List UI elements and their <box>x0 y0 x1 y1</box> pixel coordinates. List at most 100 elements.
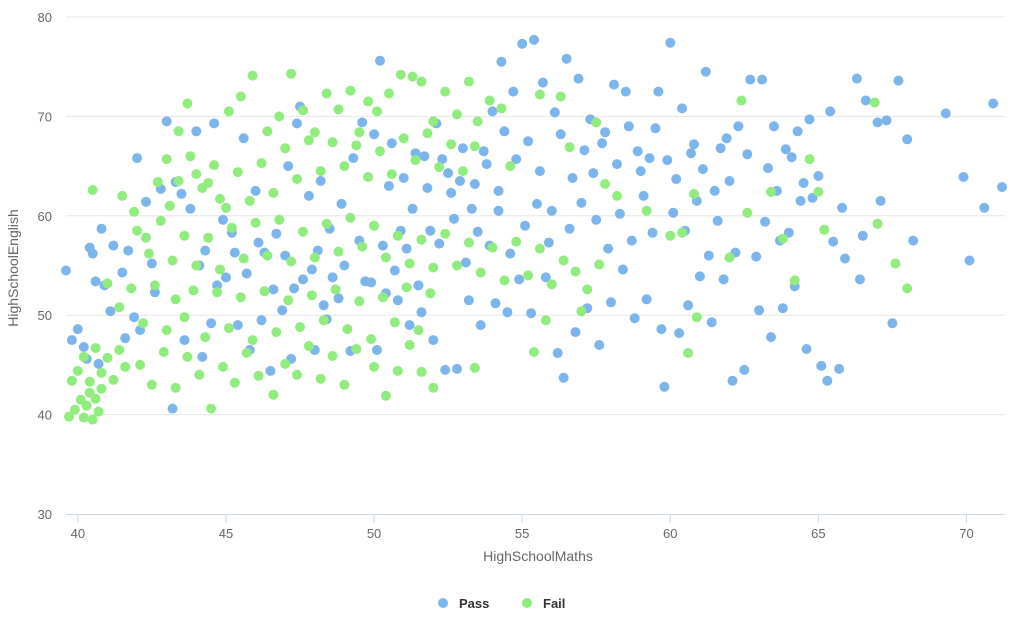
scatter-point[interactable] <box>416 76 427 87</box>
scatter-point[interactable] <box>647 227 658 238</box>
scatter-point[interactable] <box>463 76 474 87</box>
scatter-point[interactable] <box>223 106 234 117</box>
scatter-point[interactable] <box>721 133 732 144</box>
scatter-point[interactable] <box>440 228 451 239</box>
scatter-point[interactable] <box>283 295 294 306</box>
scatter-point[interactable] <box>152 177 163 187</box>
scatter-point[interactable] <box>727 375 738 386</box>
scatter-point[interactable] <box>389 265 400 276</box>
scatter-point[interactable] <box>375 146 385 157</box>
scatter-point[interactable] <box>671 174 682 184</box>
scatter-point[interactable] <box>366 334 377 345</box>
scatter-point[interactable] <box>694 271 705 282</box>
scatter-point[interactable] <box>754 305 765 316</box>
scatter-point[interactable] <box>777 233 788 244</box>
scatter-point[interactable] <box>958 172 969 182</box>
scatter-point[interactable] <box>218 214 228 225</box>
scatter-point[interactable] <box>443 168 454 179</box>
scatter-point[interactable] <box>306 264 317 275</box>
scatter-point[interactable] <box>697 164 708 175</box>
scatter-point[interactable] <box>188 285 199 296</box>
scatter-point[interactable] <box>167 255 178 266</box>
scatter-point[interactable] <box>573 73 584 84</box>
scatter-point[interactable] <box>149 280 160 291</box>
scatter-point[interactable] <box>582 284 593 295</box>
scatter-point[interactable] <box>250 217 261 228</box>
scatter-point[interactable] <box>665 37 676 48</box>
scatter-point[interactable] <box>108 240 119 251</box>
scatter-point[interactable] <box>286 256 297 267</box>
scatter-point[interactable] <box>887 318 898 329</box>
scatter-point[interactable] <box>386 138 397 149</box>
scatter-point[interactable] <box>221 202 231 213</box>
scatter-point[interactable] <box>546 205 557 216</box>
legend-item-fail[interactable]: Fail <box>522 596 565 611</box>
scatter-point[interactable] <box>413 280 424 291</box>
scatter-point[interactable] <box>185 151 196 162</box>
scatter-point[interactable] <box>383 88 394 99</box>
scatter-point[interactable] <box>81 400 92 411</box>
scatter-point[interactable] <box>789 275 800 286</box>
scatter-point[interactable] <box>395 69 406 80</box>
scatter-point[interactable] <box>271 327 282 338</box>
scatter-point[interactable] <box>612 190 622 201</box>
scatter-point[interactable] <box>579 145 590 156</box>
scatter-point[interactable] <box>191 169 202 180</box>
scatter-point[interactable] <box>594 340 605 350</box>
scatter-point[interactable] <box>306 290 317 301</box>
scatter-point[interactable] <box>404 320 415 331</box>
scatter-point[interactable] <box>161 325 172 336</box>
scatter-point[interactable] <box>327 351 338 361</box>
scatter-point[interactable] <box>170 294 181 305</box>
scatter-point[interactable] <box>176 188 187 199</box>
scatter-point[interactable] <box>804 154 815 165</box>
scatter-point[interactable] <box>363 172 374 182</box>
scatter-point[interactable] <box>342 324 353 335</box>
scatter-point[interactable] <box>875 195 886 206</box>
scatter-point[interactable] <box>114 345 125 355</box>
scatter-point[interactable] <box>229 247 240 258</box>
scatter-point[interactable] <box>309 127 320 138</box>
scatter-point[interactable] <box>102 278 113 289</box>
scatter-point[interactable] <box>505 161 516 172</box>
scatter-point[interactable] <box>64 411 74 422</box>
scatter-point[interactable] <box>792 126 803 137</box>
scatter-point[interactable] <box>292 369 302 380</box>
scatter-point[interactable] <box>487 106 498 117</box>
scatter-point[interactable] <box>502 307 513 318</box>
scatter-point[interactable] <box>534 166 545 177</box>
scatter-point[interactable] <box>108 374 119 385</box>
scatter-point[interactable] <box>422 183 433 193</box>
scatter-point[interactable] <box>78 342 89 352</box>
scatter-point[interactable] <box>212 287 223 298</box>
scatter-point[interactable] <box>766 186 776 197</box>
scatter-point[interactable] <box>840 253 850 264</box>
scatter-point[interactable] <box>499 275 510 286</box>
scatter-point[interactable] <box>576 197 587 208</box>
scatter-point[interactable] <box>777 303 788 314</box>
scatter-point[interactable] <box>600 179 611 189</box>
scatter-point[interactable] <box>745 74 756 85</box>
scatter-point[interactable] <box>434 162 445 173</box>
scatter-point[interactable] <box>733 121 744 132</box>
scatter-point[interactable] <box>857 230 868 241</box>
scatter-point[interactable] <box>428 262 439 273</box>
scatter-point[interactable] <box>472 116 483 127</box>
scatter-point[interactable] <box>496 56 507 67</box>
scatter-point[interactable] <box>303 190 314 201</box>
scatter-point[interactable] <box>182 351 193 362</box>
scatter-point[interactable] <box>511 154 522 165</box>
scatter-point[interactable] <box>742 149 753 160</box>
scatter-point[interactable] <box>457 143 468 154</box>
scatter-point[interactable] <box>268 187 279 198</box>
scatter-point[interactable] <box>552 348 563 358</box>
scatter-point[interactable] <box>606 297 616 308</box>
scatter-point[interactable] <box>526 308 537 319</box>
scatter-point[interactable] <box>318 300 329 311</box>
scatter-point[interactable] <box>120 333 131 344</box>
scatter-point[interactable] <box>203 232 214 243</box>
scatter-point[interactable] <box>558 255 569 266</box>
scatter-point[interactable] <box>262 250 273 261</box>
scatter-point[interactable] <box>404 258 415 269</box>
scatter-point[interactable] <box>226 222 237 233</box>
